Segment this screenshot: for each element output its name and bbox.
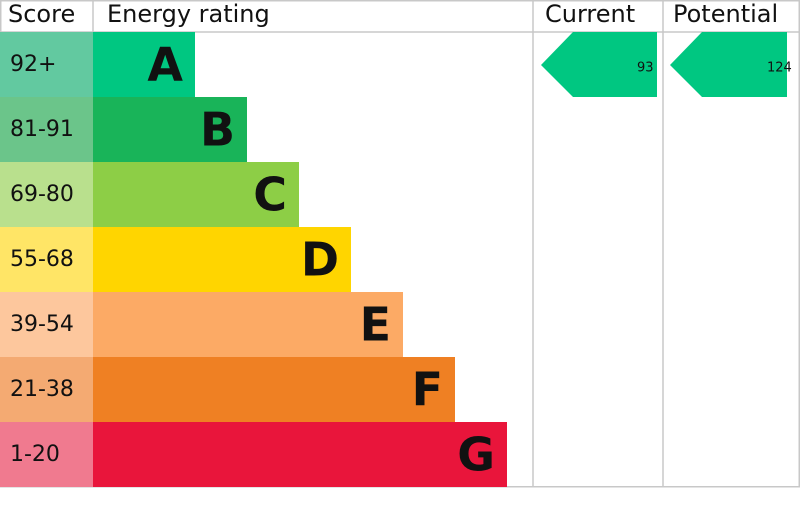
band-letter: E — [360, 298, 391, 352]
score-cell — [0, 162, 93, 227]
header-current: Current — [545, 0, 635, 28]
band-letter: G — [457, 428, 495, 482]
current-arrow — [541, 32, 657, 97]
band-letter: A — [147, 38, 183, 92]
score-label: 55-68 — [10, 247, 74, 272]
score-cell — [0, 97, 93, 162]
score-label: 81-91 — [10, 117, 74, 142]
score-cell — [0, 357, 93, 422]
band-letter: F — [412, 363, 443, 417]
score-label: 69-80 — [10, 182, 74, 207]
rating-bar — [93, 357, 455, 422]
potential-value: 124 — [767, 61, 792, 76]
score-cell — [0, 292, 93, 357]
score-cell — [0, 227, 93, 292]
rating-bar — [93, 227, 351, 292]
header-potential: Potential — [673, 0, 778, 28]
score-cell — [0, 422, 93, 487]
header-rating: Energy rating — [107, 0, 270, 28]
rating-bar — [93, 162, 299, 227]
band-letter: C — [253, 168, 287, 222]
potential-arrow — [670, 32, 787, 97]
score-cell — [0, 32, 93, 97]
score-label: 21-38 — [10, 377, 74, 402]
bands: 92+ A 81-91 B 69-80 C 55-68 D 39-54 E 21-38 F 1-20 G — [0, 32, 507, 487]
header-score: Score — [8, 0, 75, 28]
rating-bar — [93, 292, 403, 357]
score-label: 92+ — [10, 52, 56, 77]
score-label: 39-54 — [10, 312, 74, 337]
current-value: 93 — [637, 61, 654, 76]
band-letter: B — [200, 103, 235, 157]
score-label: 1-20 — [10, 442, 60, 467]
rating-bar — [93, 422, 507, 487]
rating-bar — [93, 32, 195, 97]
rating-bar — [93, 97, 247, 162]
band-letter: D — [301, 233, 339, 287]
